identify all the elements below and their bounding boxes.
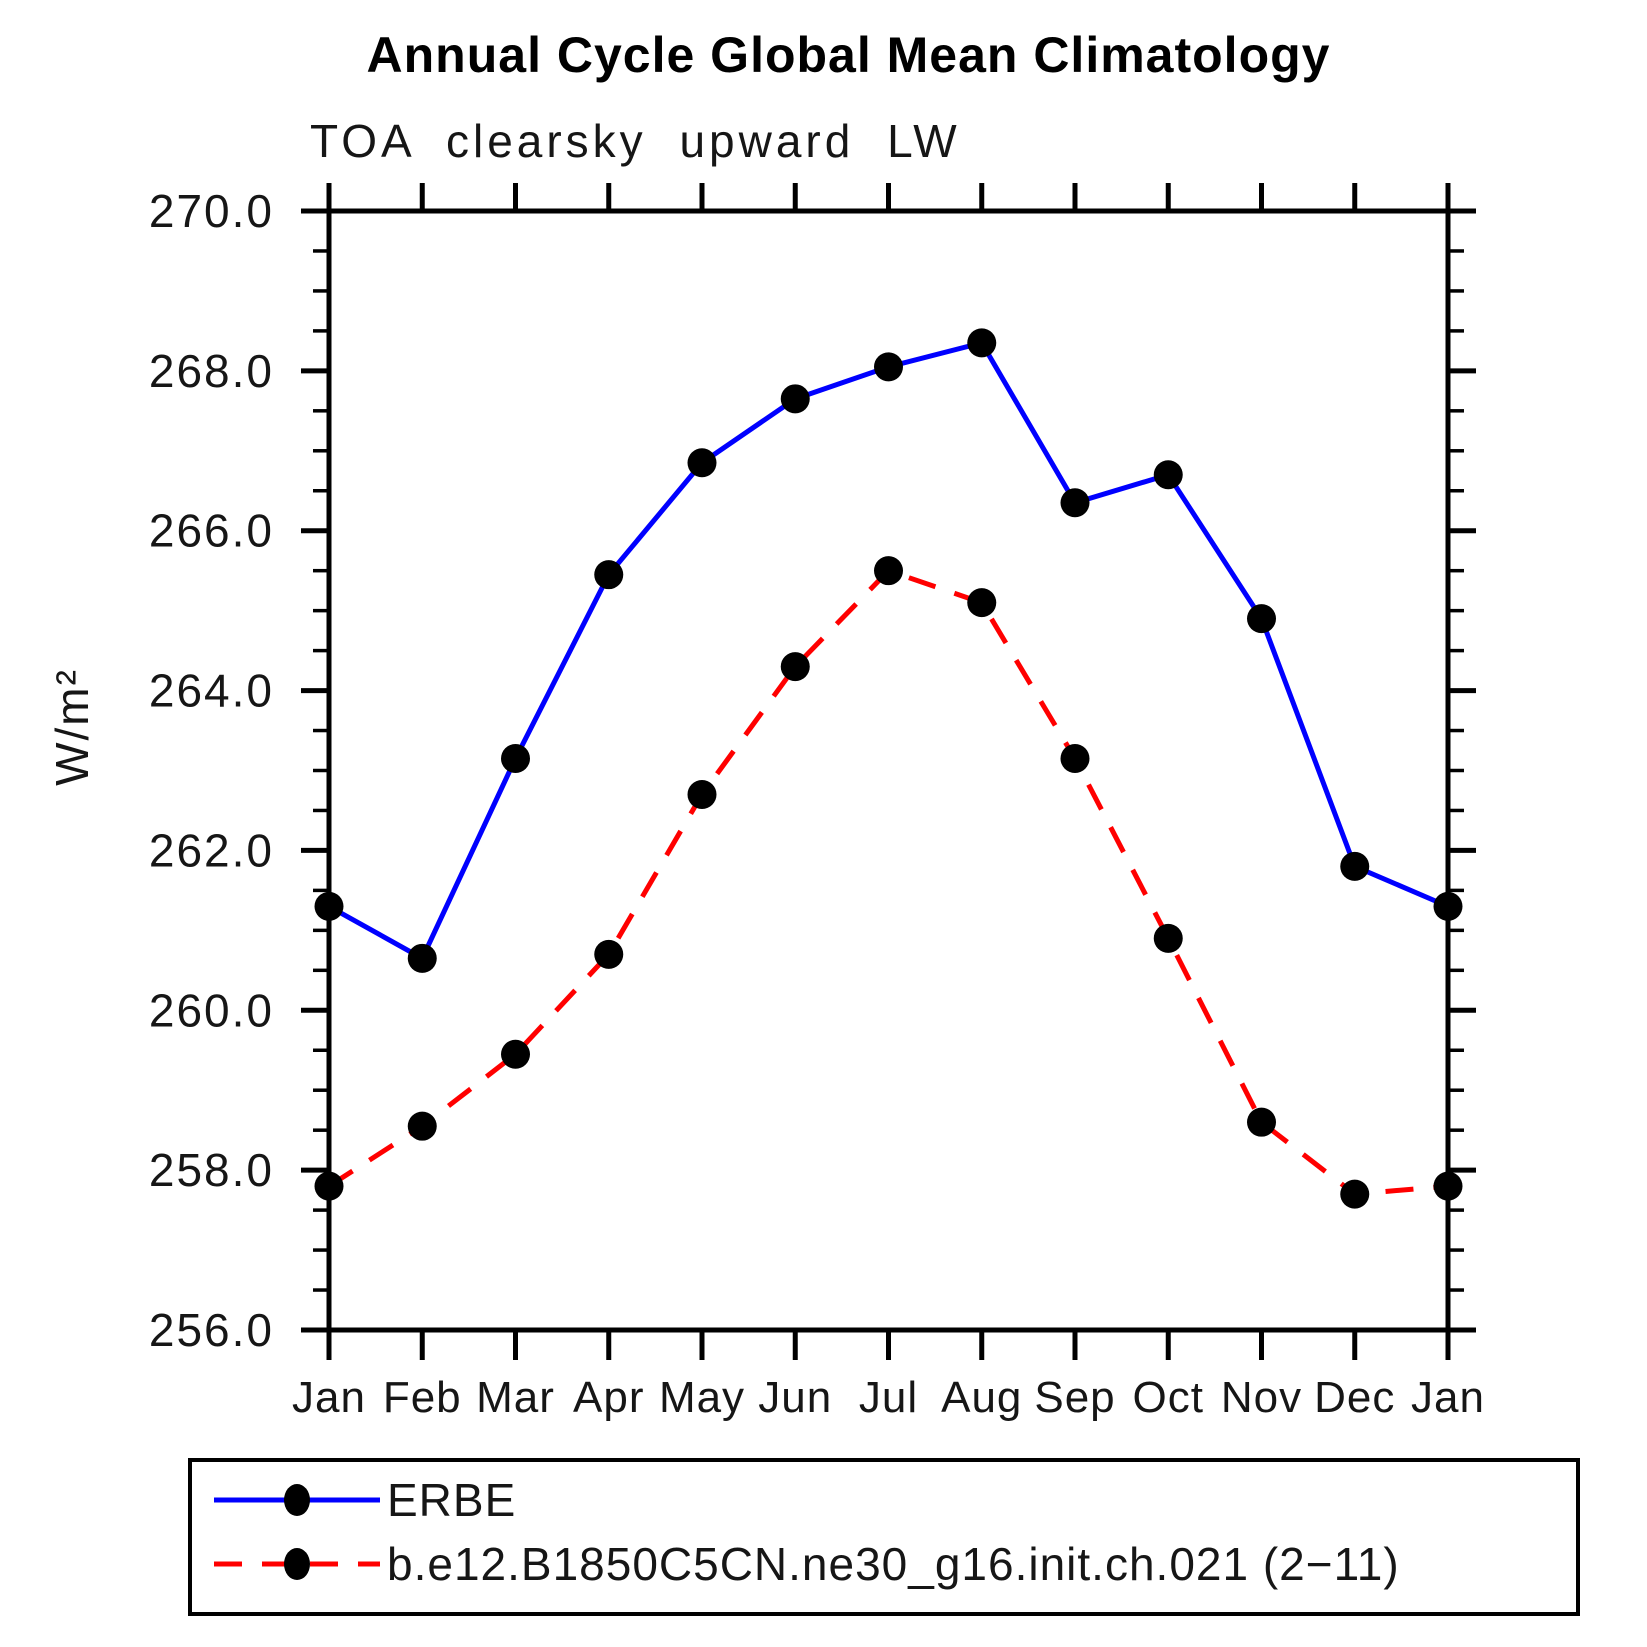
erbe-point-apr-3 [594,560,624,590]
model-point-apr-3 [594,939,624,969]
erbe-point-aug-7 [967,328,997,358]
x-tick-label: Dec [1314,1373,1395,1422]
model-point-sep-8 [1060,744,1090,774]
y-tick-label: 256.0 [149,1304,274,1356]
x-tick-label: Jun [758,1373,832,1422]
erbe-point-feb-1 [407,943,437,973]
model-point-mar-2 [501,1039,530,1069]
x-tick-label: Mar [476,1373,555,1422]
legend-label: b.e12.B1850C5CN.ne30_g16.init.ch.021 (2−… [387,1538,1400,1590]
plot-box [326,208,1451,1333]
x-tick-label: Apr [573,1373,644,1422]
model-point-dec-11 [1340,1179,1370,1209]
erbe-point-may-4 [687,448,717,478]
model-point-jan-0 [314,1171,344,1201]
legend-box: ERBE b.e12.B1850C5CN.ne30_g16.init.ch.021… [188,1458,1580,1616]
legend-label: ERBE [387,1474,517,1526]
figure-subtitle: TOA clearsky upward LW [310,115,961,167]
y-axis-title: W/m² [46,668,98,786]
erbe-point-jul-6 [874,352,903,382]
erbe-point-mar-2 [501,744,530,774]
erbe-point-jan-0 [314,891,344,921]
erbe-point-jun-5 [780,384,810,414]
legend-marker-sample [284,1484,310,1516]
figure-title: Annual Cycle Global Mean Climatology [366,27,1331,83]
x-tick-label: Jan [292,1373,366,1422]
legend-row: b.e12.B1850C5CN.ne30_g16.init.ch.021 (2−… [192,1532,1576,1596]
y-tick-label: 268.0 [149,345,274,397]
model-point-nov-10 [1247,1107,1276,1137]
model-point-feb-1 [407,1111,437,1141]
y-tick-label: 258.0 [149,1144,274,1196]
x-tick-label: May [659,1373,745,1422]
x-tick-label: Oct [1133,1373,1204,1422]
y-tick-label: 260.0 [149,984,274,1036]
legend-row: ERBE [192,1468,1576,1532]
x-tick-label: Sep [1034,1373,1115,1422]
x-tick-label: Jul [859,1373,918,1422]
model-point-aug-7 [967,588,997,618]
model-point-oct-9 [1153,923,1183,953]
model-point-jul-6 [874,556,903,586]
x-tick-label: Jan [1411,1373,1485,1422]
erbe-point-nov-10 [1247,604,1276,634]
y-tick-label: 262.0 [149,824,274,876]
erbe-point-dec-11 [1340,851,1370,881]
x-tick-label: Feb [383,1373,462,1422]
erbe-line [327,339,1449,962]
y-tick-label: 266.0 [149,505,274,557]
model-point-jan-12 [1433,1171,1463,1201]
erbe-point-jan-12 [1433,891,1463,921]
model-legend-sample [214,1548,380,1580]
y-tick-label: 270.0 [149,185,274,237]
erbe-legend-sample [214,1484,380,1516]
model-point-may-4 [687,779,717,809]
model-point-jun-5 [780,652,810,682]
legend-marker-sample [284,1548,310,1580]
x-tick-label: Nov [1221,1373,1302,1422]
erbe-point-sep-8 [1060,488,1090,518]
erbe-point-oct-9 [1153,460,1183,490]
x-tick-label: Aug [941,1373,1022,1422]
y-tick-label: 264.0 [149,665,274,717]
